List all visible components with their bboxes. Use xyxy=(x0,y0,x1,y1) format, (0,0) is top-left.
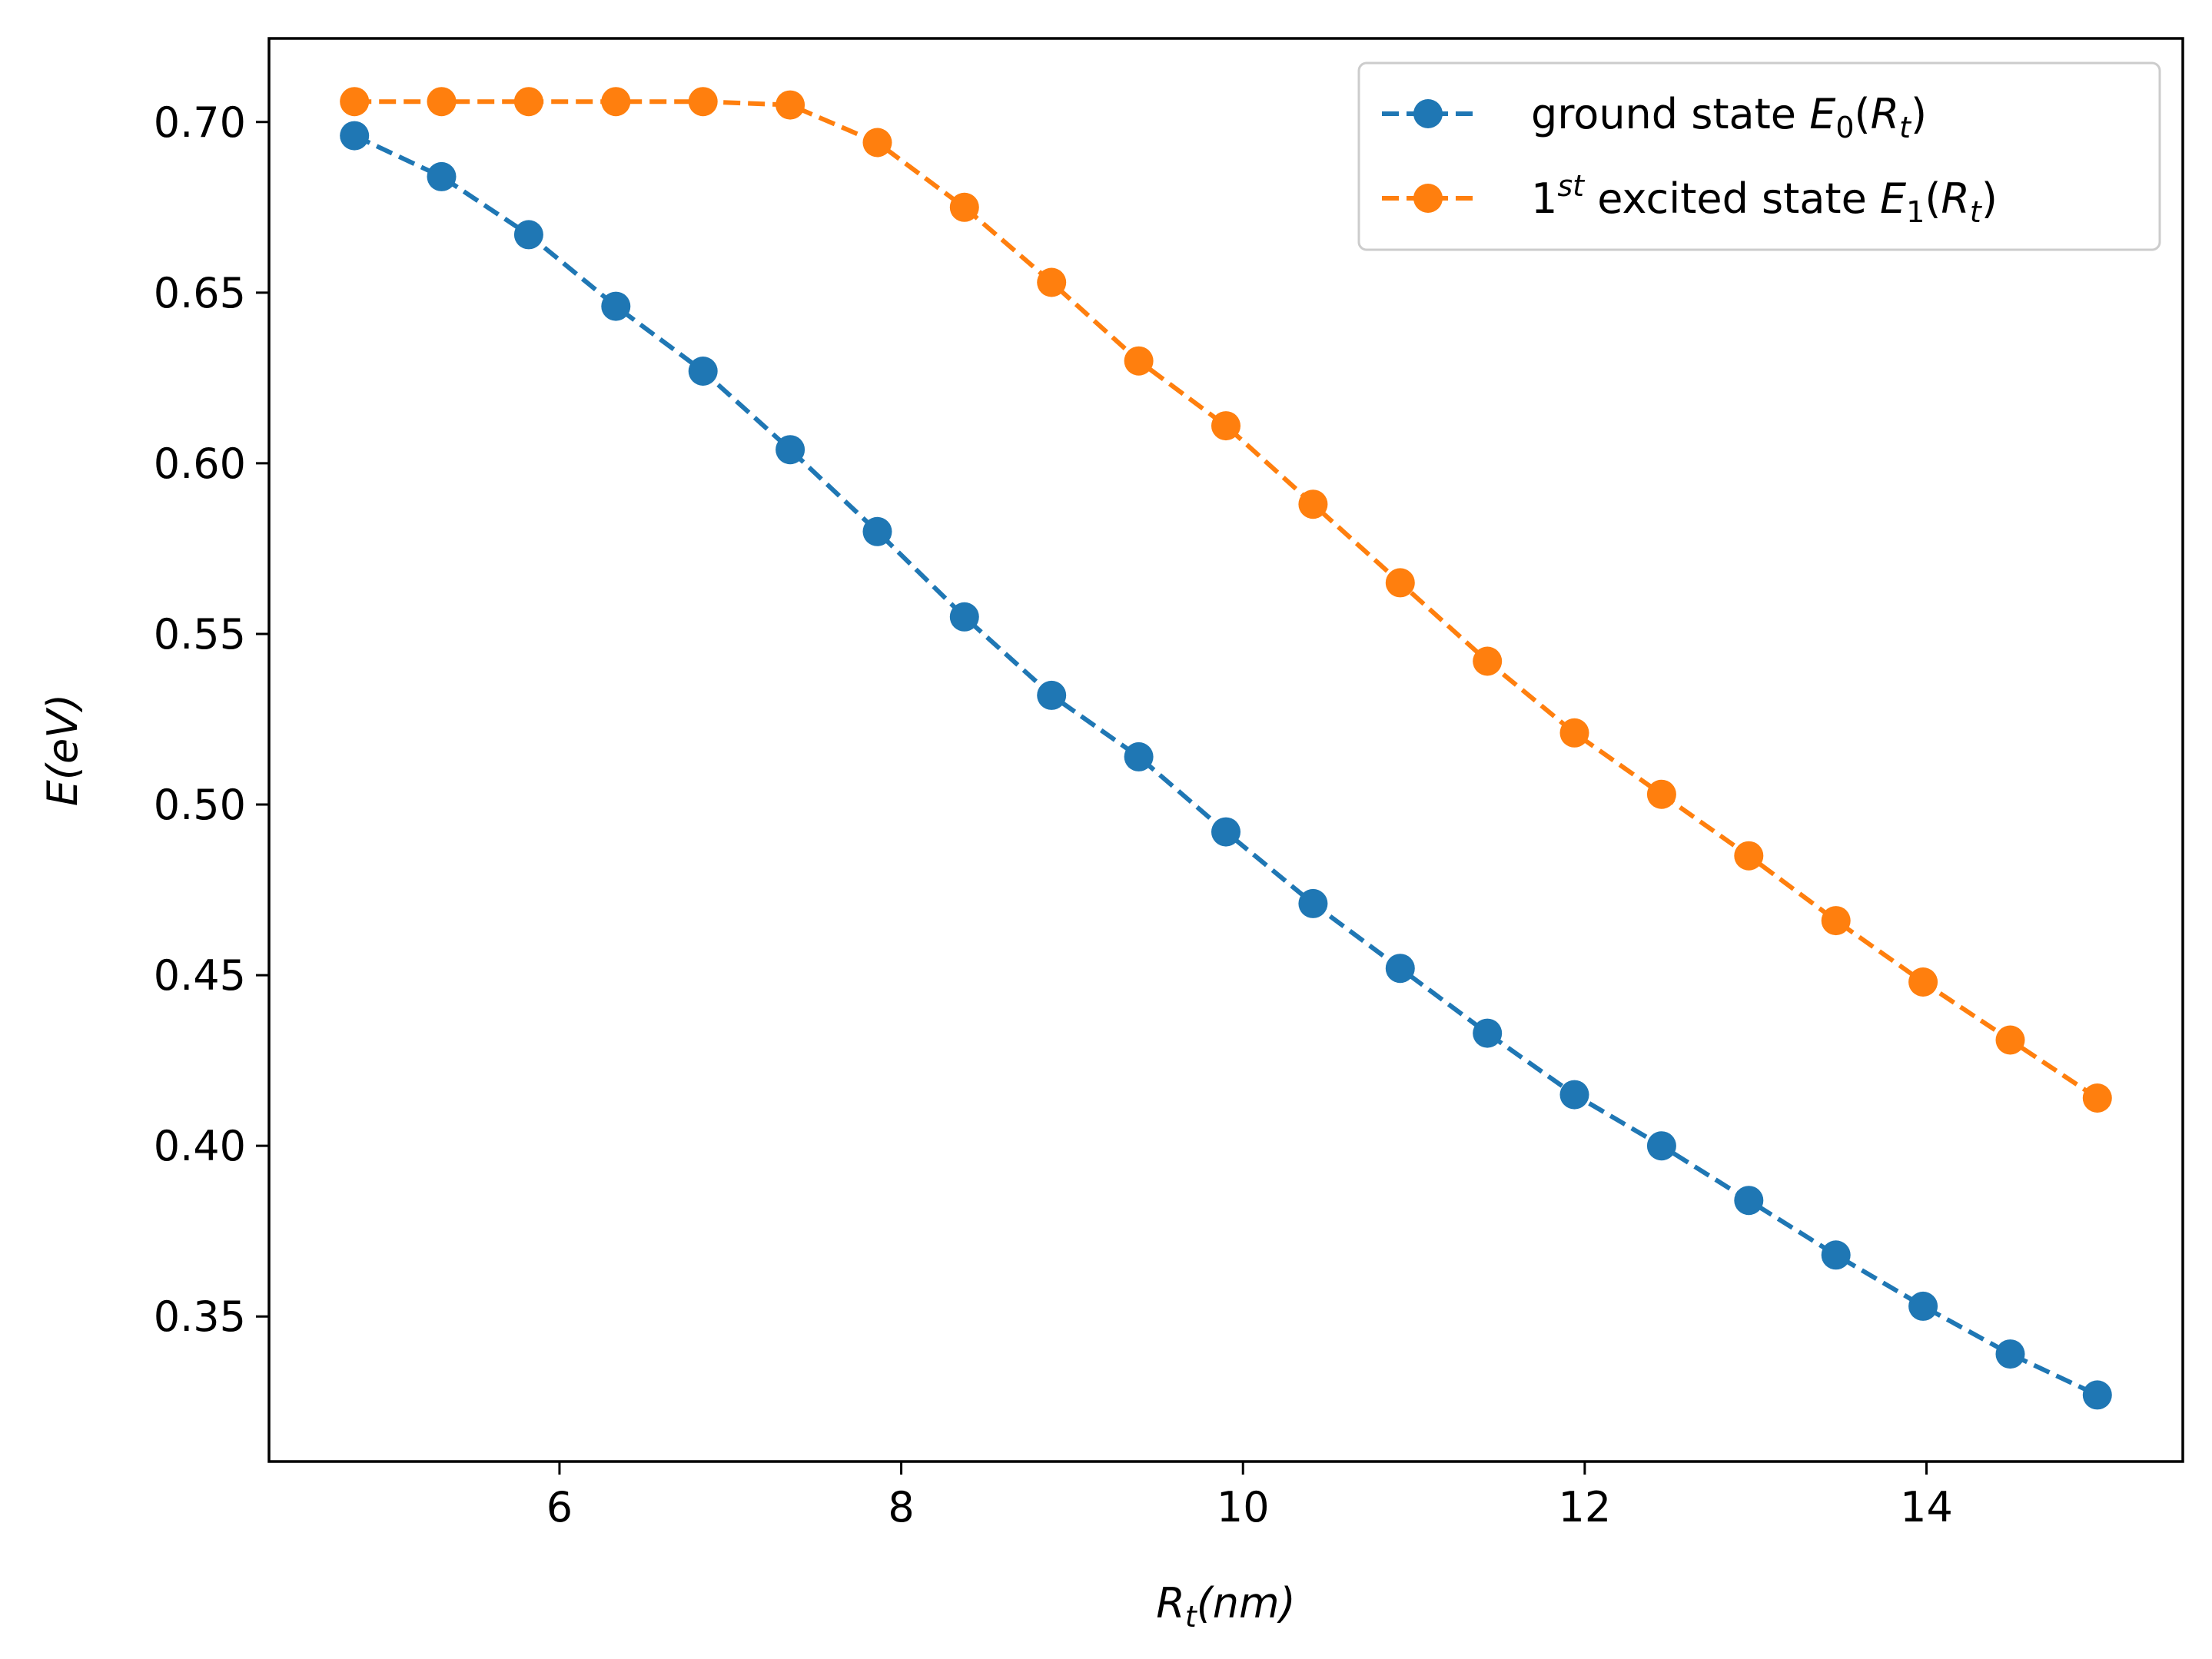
data-point xyxy=(1908,1291,1938,1321)
legend-text-part: ground state xyxy=(1531,90,1809,138)
data-point xyxy=(1646,1131,1676,1161)
data-point xyxy=(513,87,543,117)
data-point xyxy=(1821,906,1851,936)
legend-arg-sub: t xyxy=(1899,111,1912,144)
data-point xyxy=(1211,411,1241,441)
data-point xyxy=(949,602,979,632)
data-point xyxy=(1211,817,1241,847)
x-tick-label: 14 xyxy=(1900,1483,1953,1531)
data-point xyxy=(2082,1380,2112,1410)
y-tick-label: 0.40 xyxy=(154,1122,246,1170)
legend-text-part: excited state xyxy=(1584,174,1880,223)
data-point xyxy=(1298,489,1328,519)
data-point xyxy=(1473,1018,1503,1048)
data-point xyxy=(1646,779,1676,809)
data-point xyxy=(340,121,370,151)
data-point xyxy=(427,87,457,117)
data-point xyxy=(1821,1240,1851,1270)
x-tick-label: 8 xyxy=(888,1483,914,1531)
data-point xyxy=(1995,1339,2025,1369)
y-tick-label: 0.50 xyxy=(154,781,246,829)
data-point xyxy=(1385,954,1415,984)
legend-arg-sub: t xyxy=(1970,195,1983,229)
x-tick-label: 10 xyxy=(1217,1483,1270,1531)
y-tick-label: 0.70 xyxy=(154,98,246,147)
x-axis-label: Rt(nm) xyxy=(1156,1579,1295,1634)
legend-label: 1st excited state E1(Rt) xyxy=(1531,169,1998,229)
data-point xyxy=(1298,888,1328,918)
series-0 xyxy=(340,121,2112,1410)
data-point xyxy=(601,291,631,321)
legend-sub: 0 xyxy=(1835,111,1854,144)
legend-marker xyxy=(1413,99,1443,128)
y-axis-label: E(eV) xyxy=(38,694,87,806)
data-point xyxy=(949,192,979,222)
legend: ground state E0(Rt) 1st excited state E1(… xyxy=(1357,61,2161,251)
legend-item-1: 1st excited state E1(Rt) xyxy=(1382,169,1998,229)
data-point xyxy=(776,435,805,465)
data-point xyxy=(688,357,718,386)
y-tick-label: 0.55 xyxy=(154,610,246,659)
data-point xyxy=(1037,680,1067,710)
x-tick-label: 6 xyxy=(546,1483,573,1531)
series-line-0 xyxy=(353,133,2099,1398)
legend-var: E xyxy=(1880,174,1907,223)
legend-superscript: st xyxy=(1557,169,1586,203)
data-point xyxy=(1037,267,1067,297)
data-point xyxy=(601,87,631,117)
plot-frame xyxy=(267,37,2184,1463)
y-tick-label: 0.60 xyxy=(154,440,246,488)
legend-arg: R xyxy=(1941,174,1970,223)
series-line-1 xyxy=(354,99,2099,1100)
data-point xyxy=(862,128,892,158)
data-point xyxy=(1908,967,1938,997)
data-point xyxy=(340,87,370,117)
y-tick-label: 0.45 xyxy=(154,951,246,1000)
x-axis-label-unit: (nm) xyxy=(1197,1579,1296,1627)
data-point xyxy=(1124,346,1154,376)
data-point xyxy=(1734,841,1764,871)
data-point xyxy=(1124,742,1154,771)
legend-box xyxy=(1357,61,2161,251)
series-1 xyxy=(340,87,2112,1113)
data-point xyxy=(1559,718,1589,748)
legend-label: ground state E0(Rt) xyxy=(1531,90,1927,144)
legend-sub: 1 xyxy=(1906,195,1925,229)
x-axis-label-var: R xyxy=(1156,1579,1185,1627)
data-point xyxy=(1734,1186,1764,1216)
data-point xyxy=(1559,1080,1589,1110)
data-point xyxy=(1995,1025,2025,1055)
y-tick-label: 0.35 xyxy=(154,1292,246,1341)
data-point xyxy=(776,90,805,120)
legend-marker xyxy=(1413,184,1443,213)
legend-item-0: ground state E0(Rt) xyxy=(1382,90,1927,144)
y-tick-label: 0.65 xyxy=(154,269,246,317)
data-point xyxy=(1473,646,1503,676)
legend-var: E xyxy=(1809,90,1836,138)
data-point xyxy=(862,516,892,546)
data-point xyxy=(688,87,718,117)
data-point xyxy=(2082,1083,2112,1113)
data-point xyxy=(1385,568,1415,598)
x-axis-label-sub: t xyxy=(1185,1600,1198,1634)
data-point xyxy=(513,220,543,250)
data-point xyxy=(427,161,457,191)
legend-prefix: 1 xyxy=(1531,174,1557,223)
x-tick-label: 12 xyxy=(1559,1483,1612,1531)
legend-arg: R xyxy=(1871,90,1900,138)
